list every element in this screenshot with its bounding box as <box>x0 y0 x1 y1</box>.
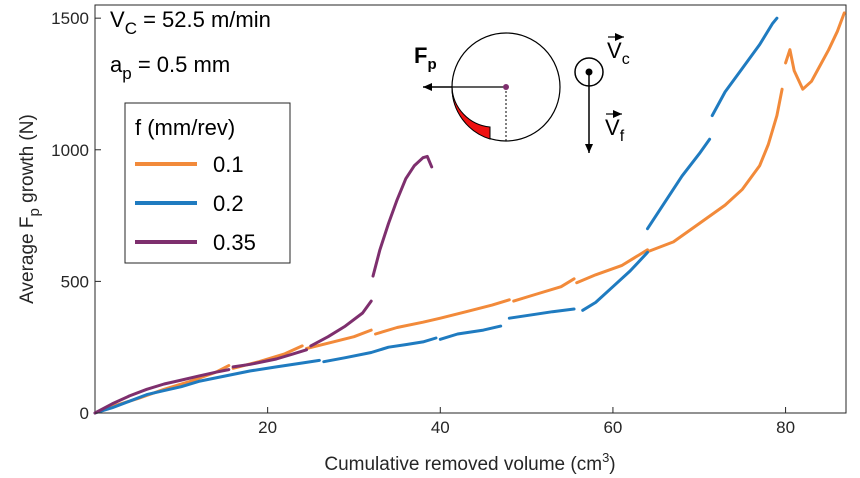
legend-label-0.2: 0.2 <box>213 191 244 216</box>
x-tick-label: 20 <box>258 418 277 437</box>
series-line-0.2 <box>581 250 649 312</box>
tick-layer: 20 40 60 80 0 500 1000 1500 <box>51 9 795 437</box>
legend-box <box>124 102 291 264</box>
chip-section <box>451 86 491 140</box>
series-line-0.1 <box>305 328 373 350</box>
fp-label-sub: p <box>427 56 436 73</box>
ap-annotation-sub: p <box>122 64 131 83</box>
vc-annotation: VC = 52.5 m/min <box>110 7 271 38</box>
tool-center-dot <box>503 84 509 90</box>
series-line-0.1 <box>575 248 649 285</box>
x-tick-label: 60 <box>603 418 622 437</box>
x-axis-label-sup: 3 <box>602 450 609 465</box>
series-layer <box>93 11 846 415</box>
y-tick-label: 0 <box>80 404 89 423</box>
vc-vector-label: Vc <box>607 38 630 68</box>
series-line-0.35 <box>93 368 231 415</box>
y-tick-label: 1000 <box>51 141 89 160</box>
series-line-0.35 <box>309 299 373 348</box>
x-tick-label: 80 <box>776 418 795 437</box>
ap-annotation: ap = 0.5 mm <box>110 52 230 83</box>
y-axis-label-end: growth (N) <box>17 114 38 208</box>
fp-label: Fp <box>414 43 437 73</box>
vf-vector-label: Vf <box>605 115 625 145</box>
series-0.2 <box>93 16 779 415</box>
vc-annotation-sub: C <box>125 19 137 38</box>
series-line-0.2 <box>507 307 576 320</box>
series-line-0.2 <box>646 137 712 231</box>
series-line-0.1 <box>374 298 511 336</box>
series-line-0.2 <box>710 16 779 118</box>
x-axis-label-end: ) <box>609 454 615 475</box>
vf-vector-label-sub: f <box>620 128 625 145</box>
y-tick-label: 1500 <box>51 9 89 28</box>
y-axis-label-sub: p <box>26 208 43 216</box>
series-line-0.2 <box>438 324 503 341</box>
legend-label-0.1: 0.1 <box>213 152 244 177</box>
series-line-0.35 <box>371 154 434 278</box>
x-tick-label: 40 <box>431 418 450 437</box>
series-line-0.1 <box>784 11 846 91</box>
cutting-schematic: Fp Vc Vf <box>414 32 630 153</box>
series-line-0.35 <box>231 348 308 369</box>
series-line-0.2 <box>93 358 321 415</box>
y-axis-label: Average Fp growth (N) <box>17 114 43 304</box>
series-line-0.1 <box>512 277 576 303</box>
legend-title: f (mm/rev) <box>135 115 235 140</box>
y-tick-label: 500 <box>61 272 89 291</box>
series-0.35 <box>93 154 434 415</box>
legend-label-0.35: 0.35 <box>213 230 256 255</box>
ap-annotation-value: = 0.5 mm <box>132 52 230 77</box>
series-line-0.1 <box>647 87 784 253</box>
series-line-0.2 <box>322 336 438 364</box>
x-axis-label: Cumulative removed volume (cm3) <box>324 450 615 475</box>
vc-vector-label-sub: c <box>622 51 630 68</box>
legend: f (mm/rev) 0.1 0.2 0.35 <box>124 102 291 264</box>
vc-annotation-value: = 52.5 m/min <box>137 7 271 32</box>
